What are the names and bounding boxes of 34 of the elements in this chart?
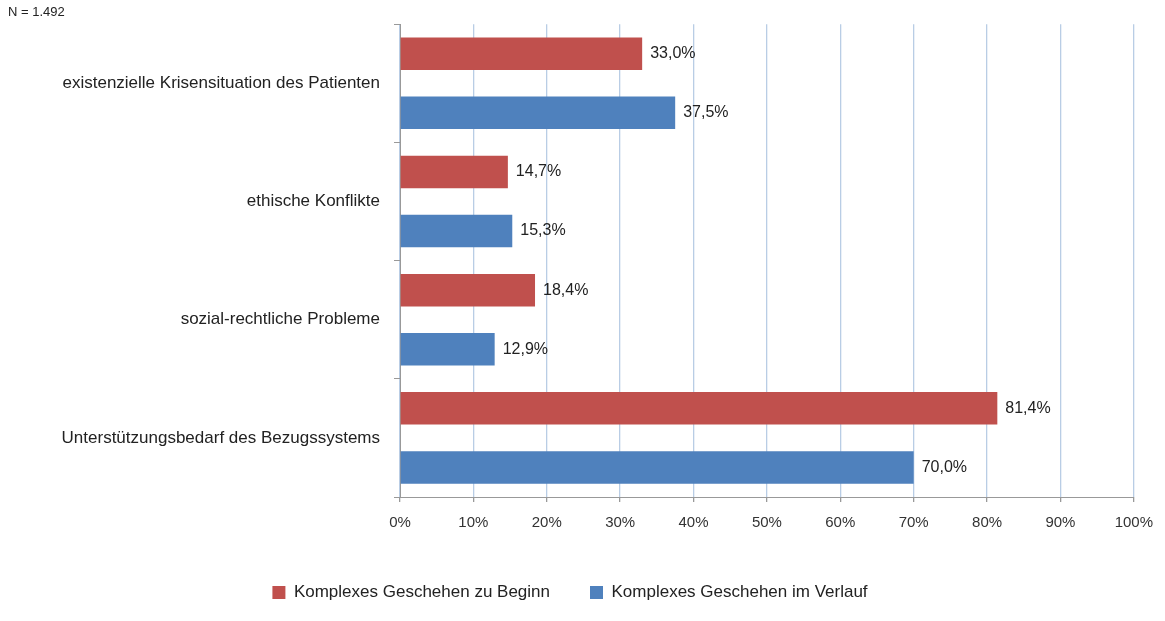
bar xyxy=(400,155,508,189)
y-tick-label: Unterstützungsbedarf des Bezugssystems xyxy=(61,427,380,447)
legend-label: Komplexes Geschehen im Verlauf xyxy=(611,582,868,602)
bar xyxy=(400,37,643,70)
data-label: 14,7% xyxy=(515,162,562,180)
x-tick-label: 80% xyxy=(972,513,1003,531)
x-tick-label: 90% xyxy=(1045,513,1076,531)
x-tick-label: 10% xyxy=(458,513,489,531)
data-label: 12,9% xyxy=(502,339,549,357)
x-tick-label: 70% xyxy=(898,513,929,531)
x-tick-label: 30% xyxy=(605,513,636,531)
data-label: 81,4% xyxy=(1005,398,1051,416)
y-tick-label: existenzielle Krisensituation des Patienten xyxy=(62,72,380,92)
data-label: 33,0% xyxy=(650,44,696,62)
x-tick-label: 40% xyxy=(678,513,709,531)
bar xyxy=(400,392,998,425)
bar xyxy=(400,273,536,307)
x-tick-label: 60% xyxy=(825,513,856,531)
x-tick-label: 20% xyxy=(531,513,562,531)
bar xyxy=(400,96,676,130)
bar xyxy=(400,333,495,366)
data-label: 37,5% xyxy=(683,103,729,121)
legend-label: Komplexes Geschehen zu Beginn xyxy=(293,582,551,602)
text: N = 1.492 xyxy=(8,4,65,20)
bar xyxy=(400,214,513,248)
bar xyxy=(400,451,914,484)
data-label: 15,3% xyxy=(520,221,566,239)
x-tick-label: 0% xyxy=(389,513,411,531)
data-label: 18,4% xyxy=(543,280,589,298)
data-label: 70,0% xyxy=(921,457,968,475)
x-tick-label: 50% xyxy=(751,513,782,531)
y-tick-label: sozial-rechtliche Probleme xyxy=(180,309,380,329)
x-tick-label: 100% xyxy=(1114,513,1154,531)
y-tick-label: ethische Konflikte xyxy=(246,191,380,211)
